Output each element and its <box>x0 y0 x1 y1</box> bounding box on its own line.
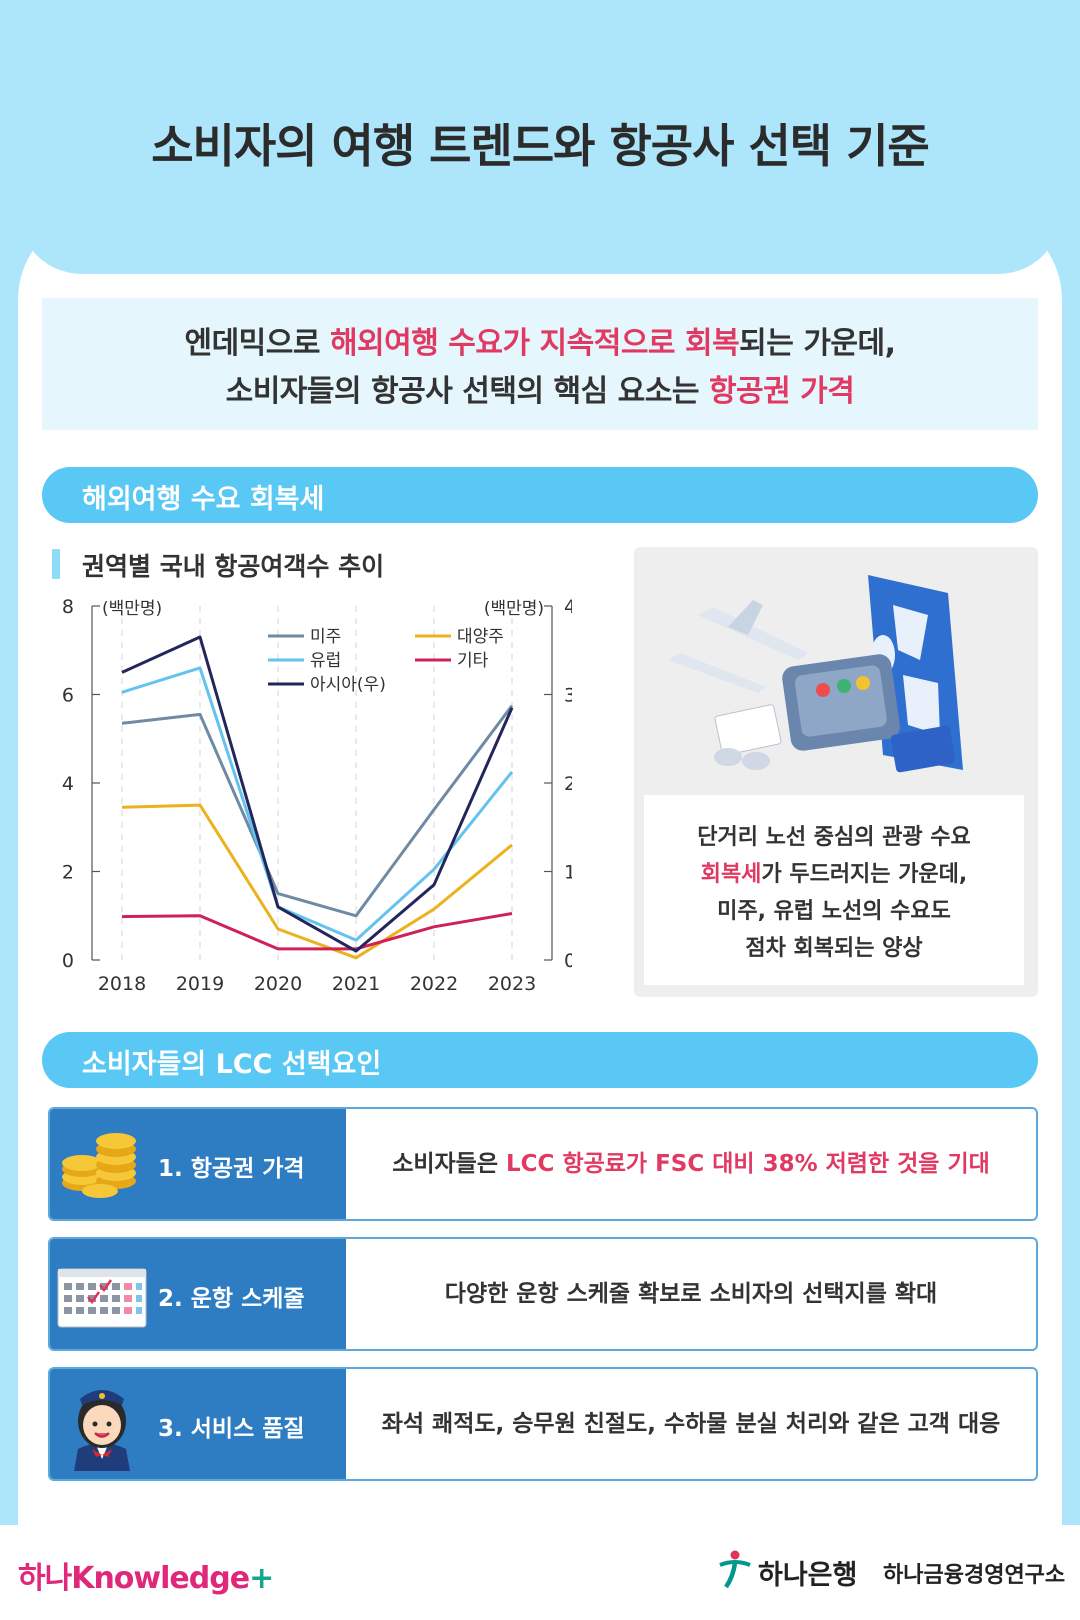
factor-label-block: 1. 항공권 가격 <box>50 1109 346 1219</box>
y-tick-label-left: 2 <box>62 862 74 884</box>
summary-line-1: 단거리 노선 중심의 관광 수요 <box>697 825 971 850</box>
section-header-demand: 해외여행 수요 회복세 <box>42 467 1038 523</box>
series-line-기타 <box>121 912 513 951</box>
calendar-icon <box>57 1268 147 1328</box>
y-tick-label-right: 0 <box>564 950 572 972</box>
intro-text: 소비자들의 항공사 선택의 핵심 요소는 <box>225 374 709 409</box>
intro-line-2: 소비자들의 항공사 선택의 핵심 요소는 항공권 가격 <box>42 368 1038 416</box>
factor-row-service: 3. 서비스 품질 좌석 쾌적도, 승무원 친절도, 수하물 분실 처리와 같은… <box>48 1367 1038 1481</box>
summary-line-2: 회복세가 두드러지는 가운데, <box>644 856 1024 893</box>
line-chart: 0 2 4 6 8 0 10 20 30 40 (백만명) (백만명) 2018 2019 2020 2021… <box>62 596 572 995</box>
factor-row-schedule: 2. 운항 스케줄 다양한 운항 스케줄 확보로 소비자의 선택지를 확대 <box>48 1237 1038 1351</box>
y-tick-label-right: 10 <box>564 862 572 884</box>
summary-line-3: 미주, 유럽 노선의 수요도 <box>717 899 951 924</box>
footer: 하나Knowledge+ 하나은행 하나금융경영연구소 <box>0 1525 1080 1620</box>
x-tick-label: 2020 <box>254 973 302 995</box>
y-tick-label-right: 20 <box>564 773 572 795</box>
logo-text: 하나Knowledge <box>18 1561 250 1596</box>
legend-label: 기타 <box>457 651 489 671</box>
factor-label-block: 3. 서비스 품질 <box>50 1369 346 1479</box>
factor-label-block: 2. 운항 스케줄 <box>50 1239 346 1349</box>
factor-description: 소비자들은 LCC 항공료가 FSC 대비 38% 저렴한 것을 기대 <box>346 1109 1036 1219</box>
y-tick-label-right: 30 <box>564 685 572 707</box>
y-tick-label-left: 4 <box>62 773 74 795</box>
factor-label: 1. 항공권 가격 <box>158 1156 305 1182</box>
intro-box: 엔데믹으로 해외여행 수요가 지속적으로 회복되는 가운데, 소비자들의 항공사… <box>42 298 1038 430</box>
factor-description: 좌석 쾌적도, 승무원 친절도, 수하물 분실 처리와 같은 고객 대응 <box>381 1411 1001 1437</box>
summary-text-span: 가 두드러지는 가운데, <box>761 862 968 887</box>
intro-highlight: 항공권 가격 <box>708 374 855 409</box>
y-tick-label-left: 6 <box>62 685 74 707</box>
bank-name: 하나은행 <box>758 1560 858 1591</box>
intro-highlight: 해외여행 수요가 지속적으로 회복 <box>329 326 740 361</box>
section-header-lcc: 소비자들의 LCC 선택요인 <box>42 1032 1038 1088</box>
x-tick-label: 2022 <box>410 973 458 995</box>
y-tick-label-right: 40 <box>564 596 572 618</box>
x-tick-label: 2018 <box>98 973 146 995</box>
y-unit-left: (백만명) <box>102 599 162 619</box>
factor-desc-text: 소비자들은 <box>392 1151 507 1177</box>
legend-label: 아시아(우) <box>310 675 386 695</box>
institute-name: 하나금융경영연구소 <box>883 1563 1066 1588</box>
legend-label: 대양주 <box>457 627 504 647</box>
factor-description: 다양한 운항 스케줄 확보로 소비자의 선택지를 확대 <box>444 1281 938 1307</box>
section-title: 소비자들의 LCC 선택요인 <box>82 1049 382 1080</box>
x-tick-label: 2021 <box>332 973 380 995</box>
flight-attendant-icon <box>74 1390 130 1471</box>
series-line-대양주 <box>121 803 513 960</box>
travel-illustration-icon <box>668 575 963 773</box>
intro-text: 되는 가운데, <box>739 326 896 361</box>
factor-desc-highlight: LCC 항공료가 FSC 대비 38% 저렴한 것을 기대 <box>506 1151 990 1177</box>
summary-text: 단거리 노선 중심의 관광 수요 회복세가 두드러지는 가운데, 미주, 유럽 … <box>644 795 1024 985</box>
factor-label: 2. 운항 스케줄 <box>158 1286 305 1312</box>
y-tick-label-left: 8 <box>62 596 74 618</box>
series-line-미주 <box>121 704 514 918</box>
legend-label: 미주 <box>310 627 341 647</box>
page-title: 소비자의 여행 트렌드와 항공사 선택 기준 <box>151 119 930 173</box>
summary-line-4: 점차 회복되는 양상 <box>745 936 923 961</box>
x-tick-label: 2023 <box>488 973 536 995</box>
summary-card: 단거리 노선 중심의 관광 수요 회복세가 두드러지는 가운데, 미주, 유럽 … <box>634 547 1038 997</box>
series-line-유럽 <box>121 666 514 942</box>
intro-text: 엔데믹으로 <box>184 326 330 361</box>
y-tick-label-left: 0 <box>62 950 74 972</box>
logo-plus: + <box>249 1561 274 1596</box>
intro-line-1: 엔데믹으로 해외여행 수요가 지속적으로 회복되는 가운데, <box>42 320 1038 368</box>
hana-bank-icon <box>719 1550 751 1589</box>
factor-label: 3. 서비스 품질 <box>158 1416 305 1442</box>
series-line-아시아(우) <box>121 635 514 953</box>
coins-icon <box>62 1133 136 1198</box>
y-unit-right: (백만명) <box>484 599 544 619</box>
subtitle-marker <box>52 549 60 579</box>
x-tick-label: 2019 <box>176 973 224 995</box>
factor-row-price: 1. 항공권 가격 소비자들은 LCC 항공료가 FSC 대비 38% 저렴한 … <box>48 1107 1038 1221</box>
legend-label: 유럽 <box>310 651 341 671</box>
chart-title: 권역별 국내 항공여객수 추이 <box>82 552 385 581</box>
section-title: 해외여행 수요 회복세 <box>82 484 325 515</box>
hana-knowledge-logo: 하나Knowledge+ <box>18 1553 274 1597</box>
summary-highlight: 회복세 <box>700 862 762 887</box>
panel-top-curve <box>18 210 1062 274</box>
